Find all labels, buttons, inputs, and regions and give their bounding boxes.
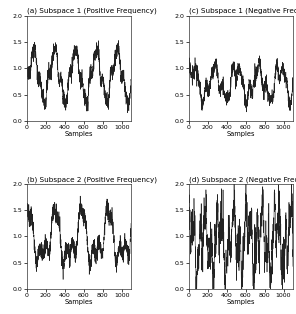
X-axis label: Samples: Samples (226, 300, 255, 306)
Text: (b) Subspace 2 (Positive Frequency): (b) Subspace 2 (Positive Frequency) (27, 176, 157, 182)
X-axis label: Samples: Samples (226, 131, 255, 137)
X-axis label: Samples: Samples (65, 300, 93, 306)
Text: (a) Subspace 1 (Positive Frequency): (a) Subspace 1 (Positive Frequency) (27, 8, 156, 14)
Text: (c) Subspace 1 (Negative Frequency): (c) Subspace 1 (Negative Frequency) (189, 8, 296, 14)
X-axis label: Samples: Samples (65, 131, 93, 137)
Text: (d) Subspace 2 (Negative Frequency): (d) Subspace 2 (Negative Frequency) (189, 176, 296, 182)
